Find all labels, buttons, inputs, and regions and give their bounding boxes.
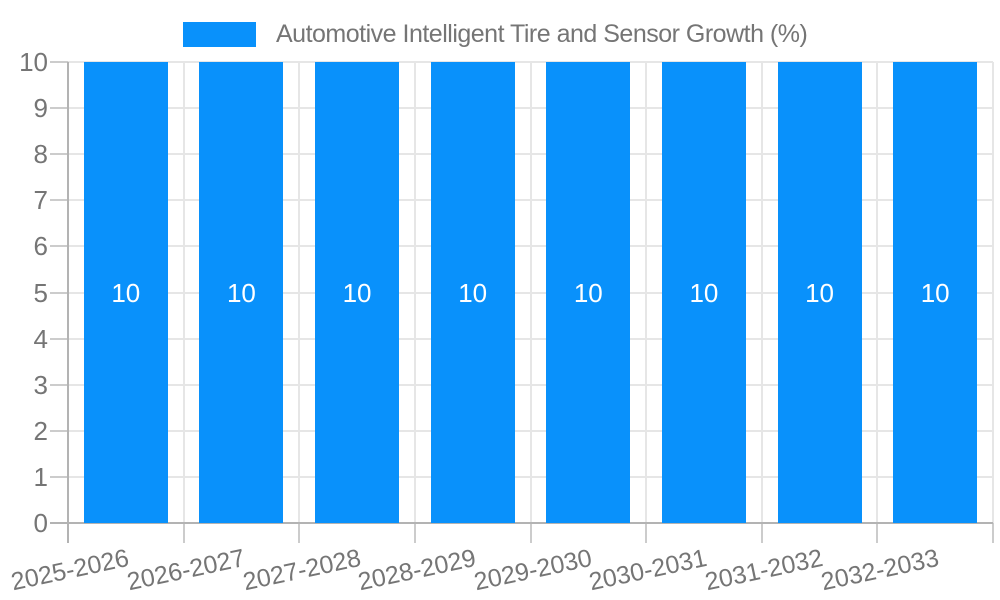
bar[interactable] <box>83 62 168 523</box>
bar-value-label: 10 <box>920 277 950 308</box>
x-axis-tick <box>529 523 532 543</box>
y-axis-label: 2 <box>33 415 48 446</box>
bar[interactable] <box>777 62 862 523</box>
legend-label: Automotive Intelligent Tire and Sensor G… <box>276 20 808 48</box>
x-gridline <box>182 62 185 523</box>
x-axis-label: 2027-2028 <box>240 544 363 597</box>
y-axis-tick <box>50 337 68 340</box>
y-axis-label: 8 <box>33 139 48 170</box>
x-axis-tick <box>876 523 879 543</box>
x-axis-tick <box>645 523 648 543</box>
bar[interactable] <box>893 62 978 523</box>
x-gridline <box>298 62 301 523</box>
x-gridline <box>645 62 648 523</box>
x-gridline <box>413 62 416 523</box>
bar-value-label: 10 <box>458 277 488 308</box>
x-gridline <box>760 62 763 523</box>
y-axis-label: 7 <box>33 185 48 216</box>
x-axis-tick <box>992 523 994 543</box>
y-axis-tick <box>50 291 68 294</box>
x-axis-line <box>50 522 993 524</box>
y-axis-tick <box>50 429 68 432</box>
y-axis-label: 5 <box>33 277 48 308</box>
bar-value-label: 10 <box>111 277 141 308</box>
x-axis-tick <box>760 523 763 543</box>
x-axis-tick <box>413 523 416 543</box>
x-axis-label: 2029-2030 <box>471 544 595 597</box>
y-axis-label: 4 <box>33 323 48 354</box>
x-gridline <box>529 62 532 523</box>
y-axis-label: 10 <box>19 47 48 77</box>
bar-value-label: 10 <box>226 277 256 308</box>
y-axis-tick <box>50 475 68 478</box>
y-axis-label: 9 <box>33 93 48 124</box>
bar-value-label: 10 <box>342 277 372 308</box>
y-axis-label: 0 <box>33 508 48 538</box>
x-axis-label: 2025-2026 <box>8 544 132 597</box>
y-axis-tick <box>50 383 68 386</box>
bar[interactable] <box>199 62 284 523</box>
y-axis-label: 6 <box>33 231 48 262</box>
x-gridline <box>876 62 879 523</box>
bar-value-label: 10 <box>573 277 603 308</box>
x-axis-label: 2031-2032 <box>702 544 826 597</box>
x-axis-label: 2026-2027 <box>124 544 248 597</box>
x-axis-label: 2030-2031 <box>586 544 710 597</box>
y-axis-label: 3 <box>33 369 48 400</box>
y-axis-label: 1 <box>33 461 48 492</box>
bar[interactable] <box>315 62 400 523</box>
legend-swatch <box>183 22 256 47</box>
x-axis-tick <box>182 523 185 543</box>
bar-value-label: 10 <box>689 277 719 308</box>
x-gridline <box>992 62 994 523</box>
bar[interactable] <box>546 62 631 523</box>
x-axis-label: 2032-2033 <box>818 544 942 597</box>
y-axis-line <box>67 62 69 543</box>
y-axis-tick <box>50 107 68 110</box>
y-axis-tick <box>50 61 68 63</box>
y-axis-tick <box>50 153 68 156</box>
y-axis-tick <box>50 199 68 202</box>
bar[interactable] <box>661 62 746 523</box>
x-axis-tick <box>298 523 301 543</box>
y-axis-tick <box>50 245 68 248</box>
x-axis-label: 2028-2029 <box>355 544 479 597</box>
bar-value-label: 10 <box>805 277 835 308</box>
bar[interactable] <box>430 62 515 523</box>
